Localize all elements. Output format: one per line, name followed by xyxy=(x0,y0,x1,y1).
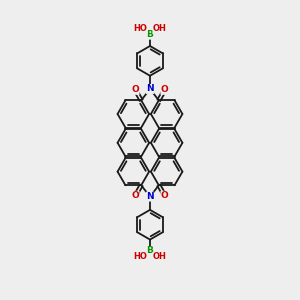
Text: HO: HO xyxy=(133,252,147,261)
Text: N: N xyxy=(146,192,154,201)
Text: OH: OH xyxy=(153,252,167,261)
Text: N: N xyxy=(146,85,154,94)
Text: B: B xyxy=(147,246,153,255)
Text: O: O xyxy=(131,85,139,94)
Text: O: O xyxy=(161,85,169,94)
Text: B: B xyxy=(147,30,153,39)
Text: O: O xyxy=(161,191,169,200)
Text: HO: HO xyxy=(133,25,147,34)
Text: OH: OH xyxy=(153,25,167,34)
Text: O: O xyxy=(131,191,139,200)
